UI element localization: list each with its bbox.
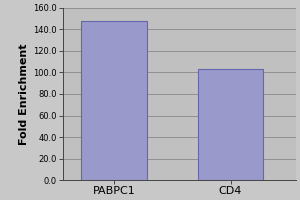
Y-axis label: Fold Enrichment: Fold Enrichment — [19, 43, 29, 145]
Bar — [198, 69, 263, 180]
Bar — [81, 21, 147, 180]
